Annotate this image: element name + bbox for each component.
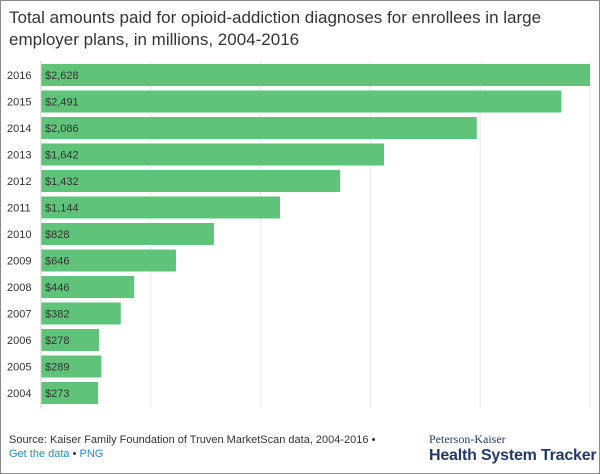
y-tick-label: 2005 — [7, 362, 31, 374]
separator: • — [72, 448, 77, 460]
y-tick-label: 2009 — [7, 256, 31, 268]
bar-2004[interactable] — [41, 382, 99, 404]
data-label: $446 — [45, 282, 69, 294]
data-label: $289 — [45, 362, 69, 374]
data-label: $2,491 — [45, 97, 79, 109]
y-tick-label: 2010 — [7, 229, 31, 241]
y-tick-label: 2008 — [7, 282, 31, 294]
bar-2006[interactable] — [41, 329, 100, 351]
y-tick-label: 2012 — [7, 176, 31, 188]
y-tick-label: 2006 — [7, 335, 31, 347]
y-tick-label: 2013 — [7, 150, 31, 162]
brand-top-text: Peterson-Kaiser — [429, 432, 506, 446]
bar-2013[interactable] — [41, 143, 385, 166]
bar-2010[interactable] — [41, 223, 214, 245]
bar-2015[interactable] — [41, 90, 562, 113]
bar-2011[interactable] — [41, 196, 280, 219]
data-label: $1,432 — [45, 176, 79, 188]
data-label: $278 — [45, 335, 69, 347]
data-label: $1,144 — [45, 203, 79, 215]
y-tick-label: 2016 — [7, 70, 31, 82]
source-text: Source: Kaiser Family Foundation of Truv… — [9, 434, 369, 446]
png-link[interactable]: PNG — [79, 448, 104, 460]
separator: • — [371, 434, 376, 446]
data-label: $273 — [45, 388, 69, 400]
bar-2014[interactable] — [41, 117, 477, 139]
y-tick-label: 2007 — [7, 309, 31, 321]
y-tick-label: 2014 — [7, 123, 31, 135]
source-note: Source: Kaiser Family Foundation of Truv… — [9, 433, 389, 461]
bar-2007[interactable] — [41, 302, 121, 325]
bar-2016[interactable] — [41, 64, 590, 86]
data-label: $2,086 — [45, 123, 79, 135]
y-tick-label: 2015 — [7, 97, 31, 109]
bar-chart: 2016 $2,628 2015 $2,491 2014 $2,086 2013 $1,642… — [7, 61, 591, 409]
get-data-link[interactable]: Get the data — [9, 448, 70, 460]
bar-2012[interactable] — [41, 170, 341, 192]
brand-main-text: Health System Tracker — [429, 447, 597, 464]
bar-2009[interactable] — [41, 249, 176, 272]
data-label: $382 — [45, 309, 69, 321]
y-tick-label: 2011 — [7, 203, 31, 215]
chart-title: Total amounts paid for opioid-addiction … — [9, 8, 542, 49]
data-label: $2,628 — [45, 70, 79, 82]
y-tick-label: 2004 — [7, 388, 31, 400]
bar-2008[interactable] — [41, 276, 135, 298]
data-label: $1,642 — [45, 150, 79, 162]
data-label: $646 — [45, 256, 69, 268]
data-label: $828 — [45, 229, 69, 241]
brand-logo: Peterson-Kaiser Health System Tracker — [429, 432, 597, 466]
bar-2005[interactable] — [41, 355, 102, 378]
